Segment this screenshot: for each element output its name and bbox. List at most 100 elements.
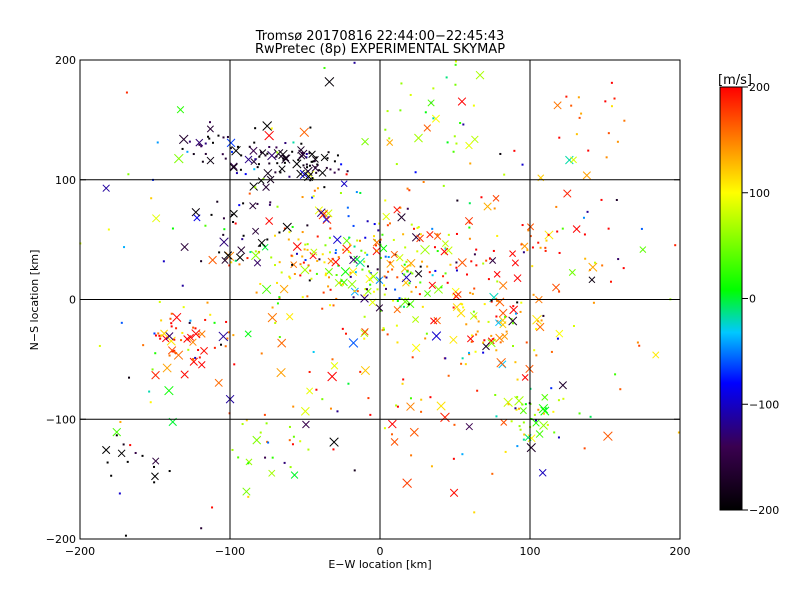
data-point: [229, 147, 232, 150]
data-point: [289, 466, 292, 469]
data-point: [491, 472, 494, 475]
data-point: [224, 345, 227, 348]
data-point: [189, 338, 197, 346]
data-point: [558, 136, 561, 139]
data-point: [256, 202, 259, 205]
data-point: [159, 337, 162, 340]
data-point: [454, 83, 457, 86]
data-point: [542, 314, 545, 317]
colorbar-tick-label: −100: [749, 398, 779, 411]
data-point: [337, 264, 340, 267]
data-point: [233, 363, 236, 366]
data-point: [539, 420, 549, 430]
data-point: [276, 151, 279, 154]
data-point: [241, 238, 244, 241]
data-point: [553, 431, 556, 434]
data-point: [623, 119, 626, 122]
data-point: [434, 269, 437, 272]
data-point: [431, 227, 434, 230]
data-point: [677, 431, 680, 434]
data-point: [556, 230, 559, 233]
data-point: [360, 365, 370, 376]
data-point: [421, 260, 424, 263]
data-point: [277, 338, 287, 348]
data-point: [306, 387, 314, 395]
data-point: [509, 305, 519, 315]
data-point: [107, 228, 110, 231]
data-point: [329, 304, 332, 307]
data-point: [380, 256, 383, 259]
data-point: [531, 265, 534, 268]
data-point: [578, 116, 581, 119]
data-point: [519, 407, 527, 415]
data-point: [639, 246, 647, 253]
data-point: [175, 327, 178, 330]
data-point: [297, 238, 300, 241]
data-point: [316, 259, 319, 262]
data-point: [221, 153, 224, 156]
data-point: [194, 327, 197, 330]
data-point: [471, 135, 479, 144]
data-point: [452, 150, 455, 153]
data-point: [148, 390, 151, 393]
data-point: [273, 234, 276, 237]
data-point: [200, 346, 209, 355]
data-point: [341, 327, 344, 330]
data-point: [622, 267, 625, 270]
data-point: [282, 157, 285, 160]
data-point: [474, 350, 477, 353]
data-point: [444, 272, 447, 275]
data-point: [610, 81, 613, 84]
data-point: [247, 495, 250, 498]
data-point: [470, 340, 473, 343]
data-point: [540, 319, 543, 322]
data-point: [400, 82, 403, 85]
data-point: [444, 247, 447, 250]
data-point: [384, 128, 387, 131]
data-point: [474, 315, 477, 318]
data-point: [292, 405, 295, 408]
data-point: [547, 233, 550, 236]
data-point: [514, 407, 517, 410]
data-point: [424, 337, 427, 340]
data-point: [264, 130, 274, 141]
data-point: [268, 469, 276, 477]
data-point: [271, 306, 274, 309]
data-point: [420, 244, 430, 255]
data-point: [498, 308, 508, 318]
data-point: [291, 443, 294, 446]
data-point: [162, 260, 165, 263]
data-point: [527, 229, 530, 232]
data-point: [379, 309, 382, 312]
data-point: [449, 488, 459, 497]
data-point: [283, 227, 286, 230]
data-point: [369, 283, 372, 286]
data-point: [614, 373, 617, 376]
data-point: [249, 251, 252, 254]
data-point: [213, 321, 216, 324]
data-point: [223, 228, 226, 231]
data-point: [304, 243, 307, 246]
data-point: [377, 229, 380, 232]
data-point: [469, 291, 472, 294]
data-point: [449, 263, 452, 266]
data-point: [352, 296, 355, 299]
data-point: [421, 305, 424, 308]
data-point: [230, 261, 233, 264]
data-point: [432, 117, 435, 120]
data-point: [396, 253, 404, 262]
data-point: [226, 135, 229, 138]
data-point: [216, 200, 219, 203]
data-point: [455, 261, 458, 264]
data-point: [532, 293, 535, 296]
data-point: [365, 274, 374, 284]
data-point: [275, 146, 278, 149]
data-point: [402, 305, 405, 308]
data-point: [408, 282, 411, 285]
data-point: [440, 412, 450, 423]
data-point: [552, 410, 555, 413]
data-point: [388, 261, 391, 264]
data-point: [652, 351, 660, 359]
data-point: [169, 317, 172, 320]
